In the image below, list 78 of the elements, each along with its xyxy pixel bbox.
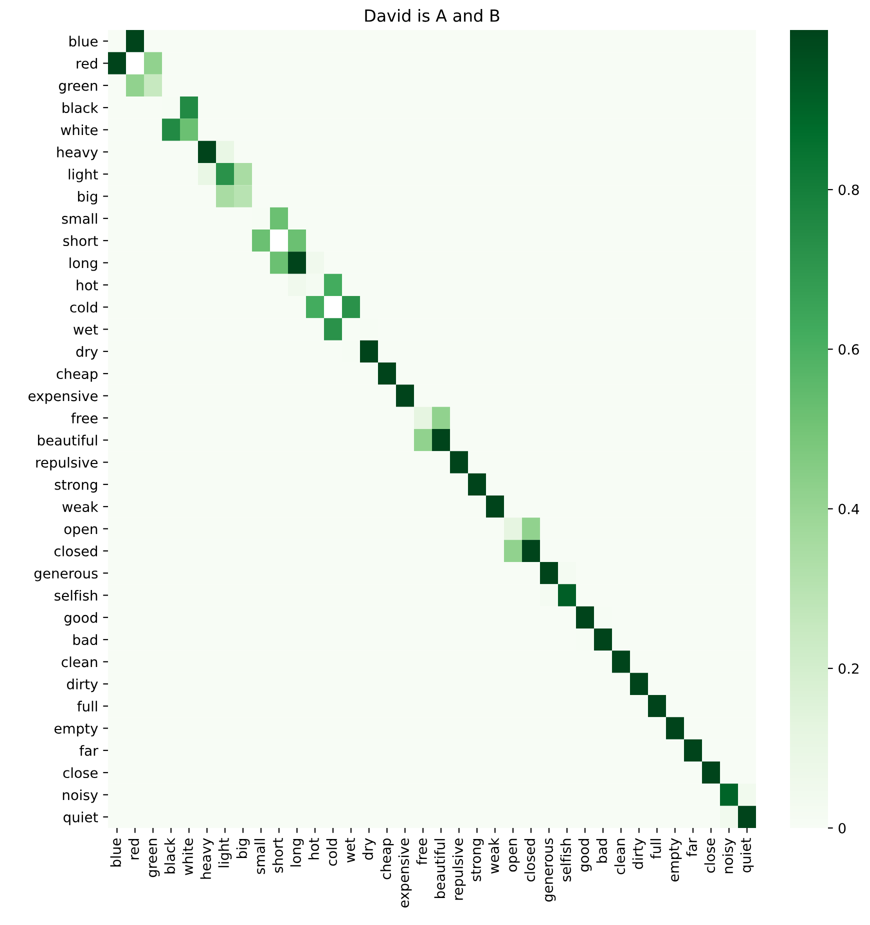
y-tick-label: big xyxy=(78,190,98,204)
x-tick-label: big xyxy=(236,838,250,858)
y-tick-label: strong xyxy=(54,480,98,493)
y-tick-label: hot xyxy=(76,280,98,290)
x-tick-label: expensive xyxy=(398,838,412,908)
x-tick-label: beautiful xyxy=(434,839,446,898)
x-tick-label: heavy xyxy=(200,838,214,879)
y-tick-label: cold xyxy=(70,302,98,313)
y-tick-label: dry xyxy=(76,346,98,360)
y-tick-label: noisy xyxy=(62,789,98,803)
y-tick-label: expensive xyxy=(28,390,98,404)
color-bar-label: 0 xyxy=(838,822,846,834)
y-tick-label: beautiful xyxy=(38,434,97,446)
y-tick-label: free xyxy=(71,412,98,424)
y-tick-label: clean xyxy=(62,656,98,668)
y-tick-label: closed xyxy=(54,546,98,556)
y-tick-label: heavy xyxy=(57,146,98,160)
y-tick-label: wet xyxy=(74,324,98,335)
x-tick-label: wet xyxy=(345,838,356,862)
x-tick-label: white xyxy=(182,838,194,876)
x-tick-label: far xyxy=(686,838,698,857)
x-tick-label: close xyxy=(704,838,716,873)
x-tick-label: cheap xyxy=(380,838,394,880)
y-tick-label: quiet xyxy=(64,812,98,826)
x-tick-label: blue xyxy=(110,838,122,866)
y-tick-label: generous xyxy=(34,570,98,582)
y-tick-label: blue xyxy=(70,36,98,47)
color-bar-label: 0.6 xyxy=(838,344,859,355)
x-tick-label: short xyxy=(272,838,284,873)
x-tick-label: clean xyxy=(614,838,626,874)
color-bar-label: 0.4 xyxy=(838,504,860,514)
x-tick-label: selfish xyxy=(560,838,572,882)
y-tick-label: white xyxy=(60,124,98,136)
x-tick-label: quiet xyxy=(740,838,754,872)
y-tick-label: long xyxy=(70,257,98,271)
x-tick-label: black xyxy=(164,838,176,874)
x-tick-label: dirty xyxy=(632,838,646,870)
x-tick-label: weak xyxy=(488,838,500,874)
y-tick-label: cheap xyxy=(56,368,98,382)
x-tick-label: good xyxy=(578,838,592,872)
x-tick-label: open xyxy=(509,838,520,872)
y-tick-label: weak xyxy=(62,501,98,512)
y-tick-label: far xyxy=(79,745,98,756)
color-bar-label: 0.8 xyxy=(838,184,859,196)
color-bar-label: 0.2 xyxy=(838,663,858,674)
y-tick-label: light xyxy=(68,168,98,182)
x-tick-label: noisy xyxy=(722,838,736,874)
x-tick-label: bad xyxy=(596,838,608,863)
y-tick-label: full xyxy=(77,700,97,712)
y-tick-label: selfish xyxy=(54,590,98,601)
x-tick-label: closed xyxy=(524,838,536,882)
x-tick-label: free xyxy=(416,838,428,865)
x-tick-label: dry xyxy=(362,838,376,860)
x-tick-label: cold xyxy=(326,838,338,866)
x-tick-label: green xyxy=(149,838,160,878)
y-tick-label: small xyxy=(62,213,97,224)
y-tick-label: red xyxy=(76,58,98,69)
x-tick-label: repulsive xyxy=(452,838,466,900)
x-tick-label: hot xyxy=(308,838,320,860)
y-tick-label: good xyxy=(64,612,98,626)
y-tick-label: dirty xyxy=(66,678,98,692)
y-tick-label: bad xyxy=(73,634,98,646)
y-tick-label: open xyxy=(64,526,98,537)
y-tick-label: black xyxy=(62,102,98,114)
x-tick-label: long xyxy=(290,838,304,866)
y-tick-label: empty xyxy=(54,724,98,736)
y-tick-label: green xyxy=(58,82,98,94)
x-tick-label: small xyxy=(254,839,266,874)
y-tick-label: close xyxy=(63,767,98,778)
y-tick-label: short xyxy=(63,235,98,246)
y-tick-label: repulsive xyxy=(36,456,98,470)
x-tick-label: full xyxy=(650,839,662,859)
x-tick-label: empty xyxy=(669,838,682,882)
x-tick-label: strong xyxy=(471,838,484,882)
x-tick-label: red xyxy=(128,838,140,860)
x-tick-label: generous xyxy=(545,838,556,902)
chart-title: David is A and B xyxy=(365,9,500,22)
x-tick-label: light xyxy=(218,838,232,868)
